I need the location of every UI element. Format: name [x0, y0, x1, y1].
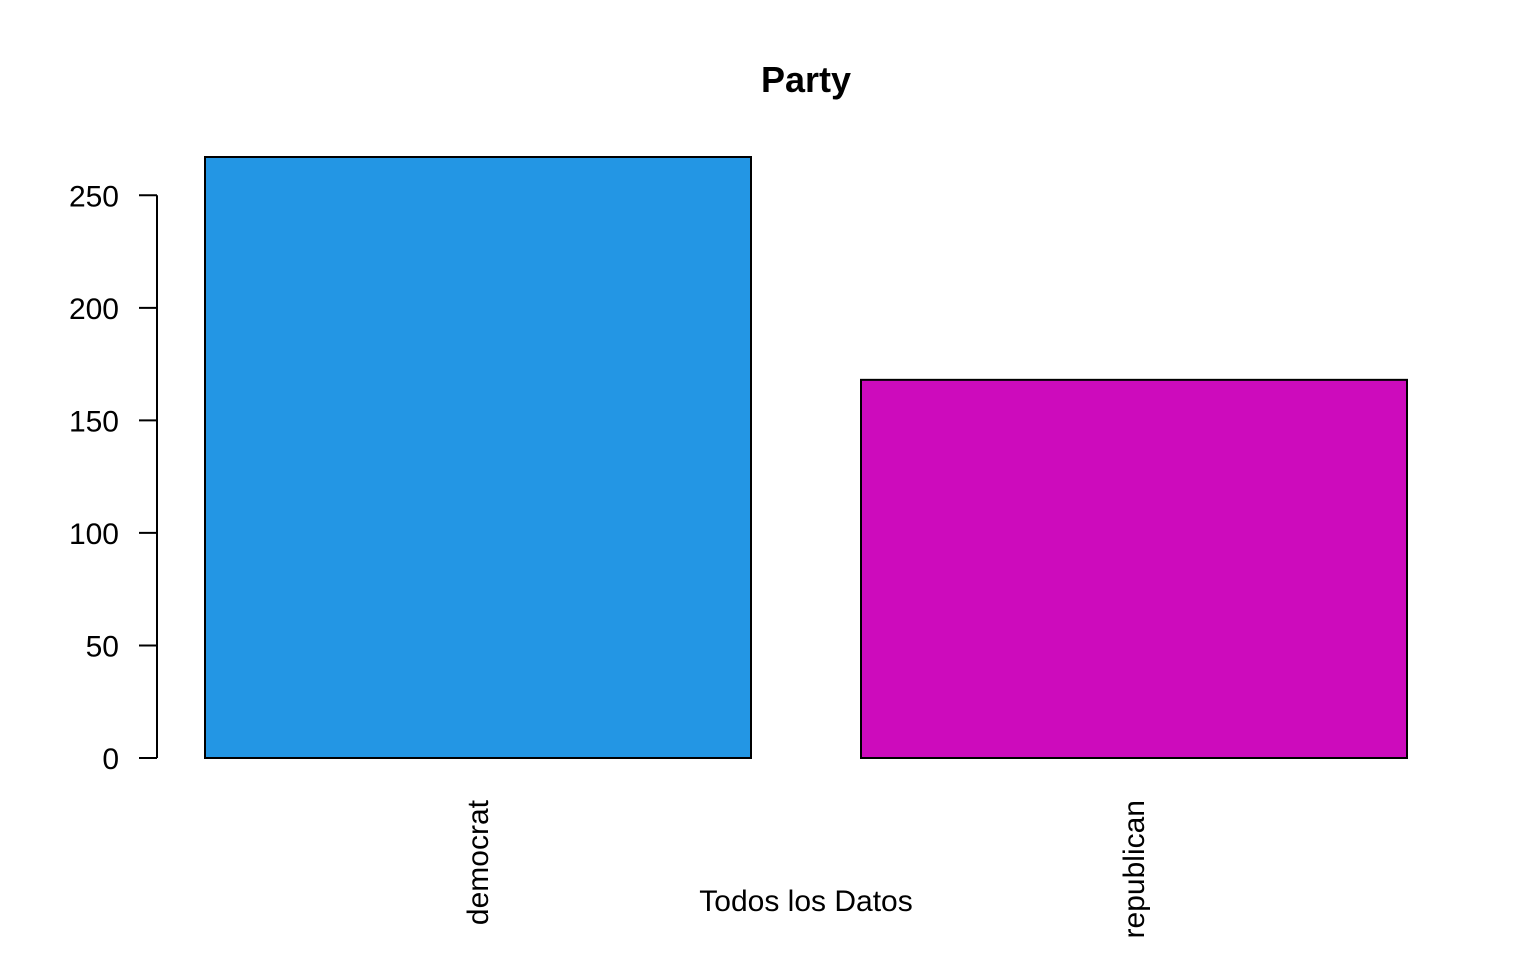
x-tick-label-republican: republican [1118, 800, 1151, 938]
y-tick-label: 250 [69, 180, 119, 213]
x-tick-label-democrat: democrat [462, 799, 495, 925]
bar-republican [860, 378, 1408, 759]
y-tick-label: 200 [69, 293, 119, 326]
y-tick-label: 0 [102, 743, 119, 776]
y-tick-label: 100 [69, 518, 119, 551]
bar-democrat [204, 156, 752, 759]
y-axis: 0 50 100 150 200 250 [69, 180, 158, 776]
x-axis-tick-labels: democrat republican [462, 799, 1151, 938]
y-tick-label: 50 [86, 630, 119, 663]
chart-title: Party [761, 59, 851, 100]
bars-layer [204, 156, 1408, 759]
x-axis-label: Todos los Datos [699, 885, 912, 918]
y-tick-label: 150 [69, 405, 119, 438]
